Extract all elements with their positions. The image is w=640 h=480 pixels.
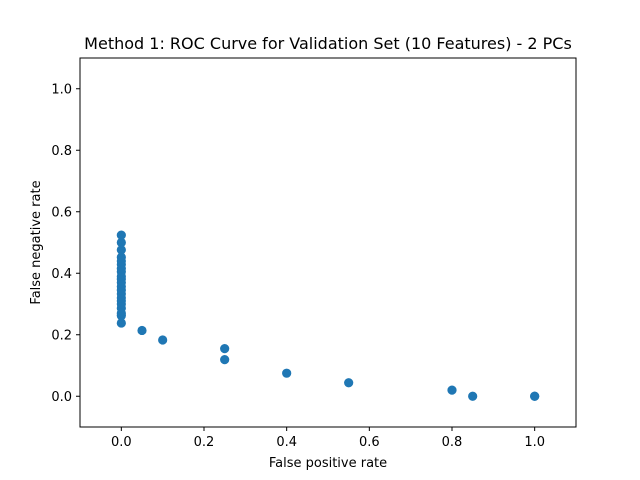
y-tick-label: 0.6 <box>51 205 72 220</box>
data-point <box>468 391 478 401</box>
data-point <box>116 293 126 303</box>
data-point <box>116 308 126 318</box>
x-tick-label: 0.6 <box>359 435 380 450</box>
data-point <box>116 318 126 328</box>
data-point <box>116 230 126 240</box>
data-point <box>447 385 457 395</box>
x-tick-label: 0.2 <box>194 435 215 450</box>
data-point <box>158 335 168 345</box>
x-tick-label: 1.0 <box>524 435 545 450</box>
data-point <box>116 271 126 281</box>
y-tick-label: 0.2 <box>51 328 72 343</box>
x-tick-label: 0.0 <box>111 435 132 450</box>
y-tick-label: 0.0 <box>51 390 72 405</box>
plot-frame <box>79 57 577 428</box>
x-tick-label: 0.4 <box>276 435 297 450</box>
x-axis-ticks: 0.0 0.2 0.4 0.6 0.8 1.0 <box>111 427 545 450</box>
data-point <box>220 343 230 354</box>
data-point <box>530 391 540 401</box>
y-tick-label: 1.0 <box>51 82 72 97</box>
y-axis-title: False negative rate <box>29 180 44 304</box>
data-point <box>116 264 126 274</box>
data-point <box>137 325 147 336</box>
y-tick-label: 0.4 <box>51 267 72 282</box>
data-point <box>116 245 126 255</box>
data-point <box>220 355 230 365</box>
data-point <box>344 378 354 388</box>
data-points <box>116 230 540 401</box>
chart-title: Method 1: ROC Curve for Validation Set (… <box>84 34 572 53</box>
y-tick-label: 0.8 <box>51 144 72 159</box>
data-point <box>116 237 126 248</box>
data-point <box>116 256 126 266</box>
data-point <box>116 285 126 295</box>
x-axis-title: False positive rate <box>269 456 387 471</box>
data-point <box>282 368 292 378</box>
y-axis-ticks: 0.0 0.2 0.4 0.6 0.8 1.0 <box>51 82 80 405</box>
x-tick-label: 0.8 <box>442 435 463 450</box>
